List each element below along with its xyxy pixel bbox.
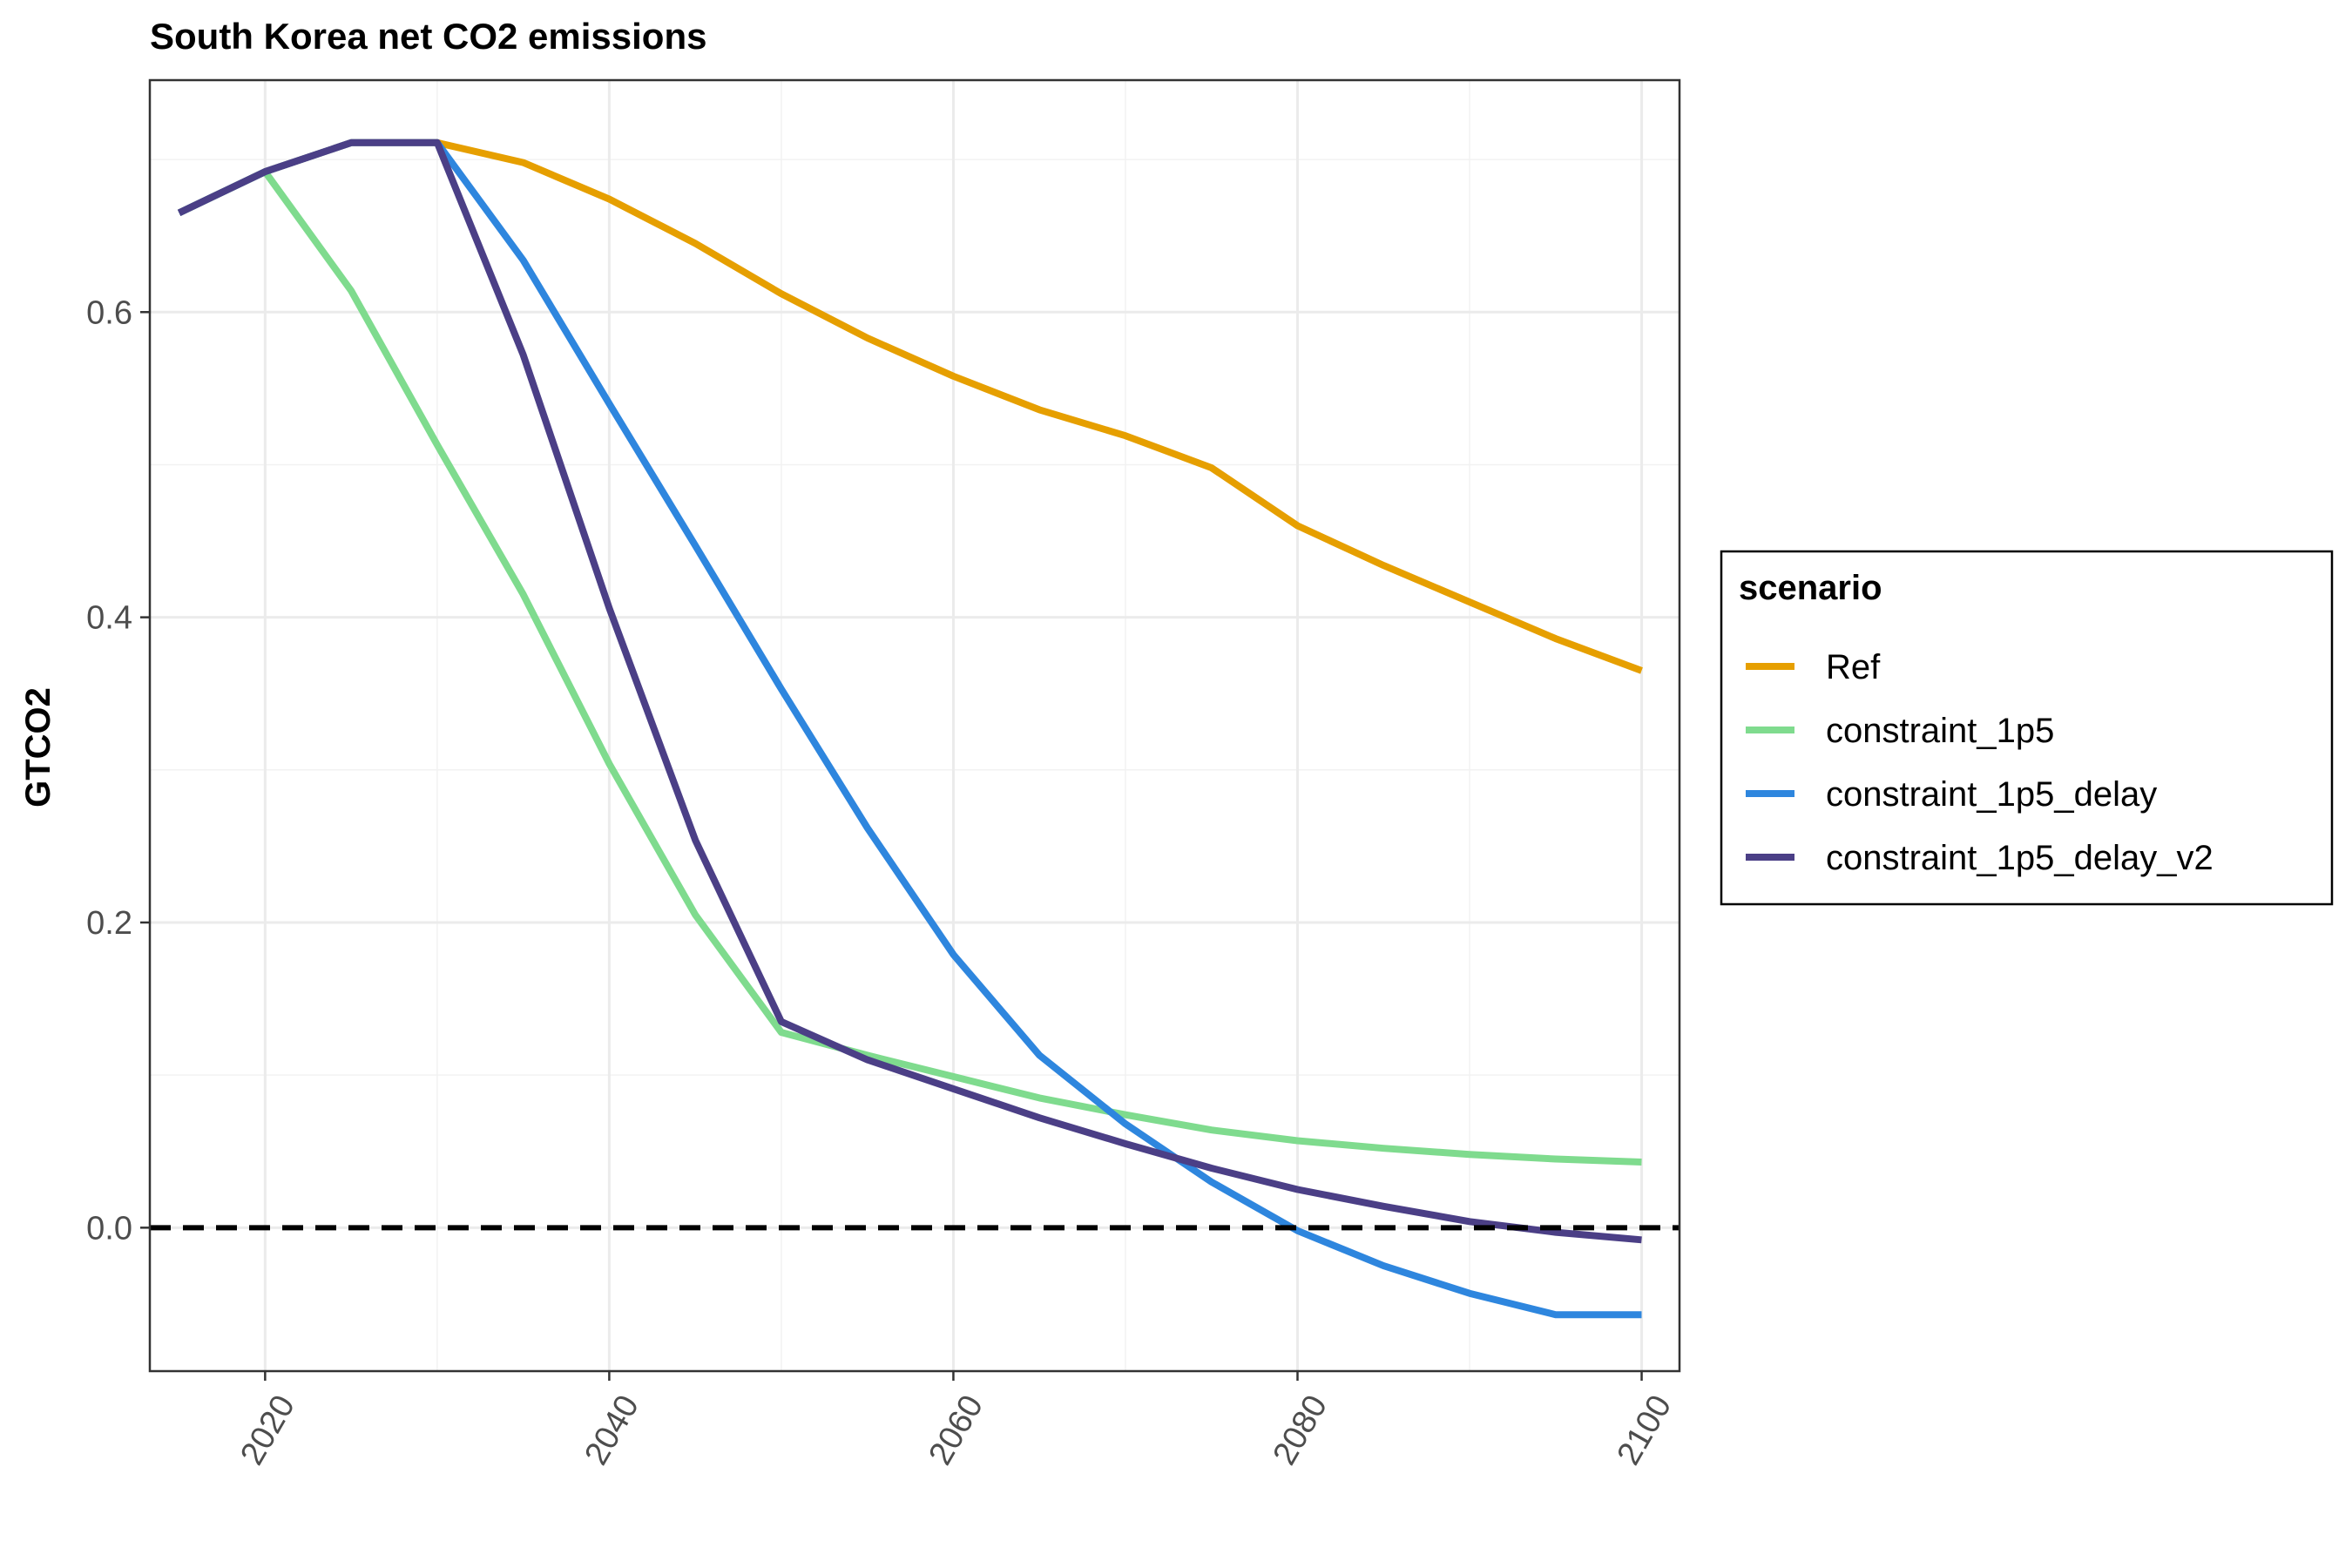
x-tick-label: 2060	[922, 1389, 990, 1471]
chart-title: South Korea net CO2 emissions	[150, 16, 706, 57]
x-tick-label: 2040	[578, 1389, 646, 1471]
y-tick-label: 0.4	[86, 600, 132, 637]
series-line-constraint-1p5-delay-v2	[177, 139, 1642, 1244]
plot-border	[148, 78, 1681, 1373]
x-tick-label: 2020	[233, 1389, 302, 1471]
legend-title: scenario	[1739, 569, 1882, 607]
legend: scenario Ref constraint_1p5 constraint_1p5_…	[1720, 550, 2334, 906]
plot-background	[150, 80, 1680, 1371]
legend-label-constraint-1p5-delay-v2: constraint_1p5_delay_v2	[1826, 839, 2213, 877]
legend-label-Ref: Ref	[1826, 648, 1881, 686]
y-tick-label: 0.2	[86, 905, 132, 942]
series-line-constraint-1p5	[177, 168, 1642, 1166]
y-tick-label: 0.0	[86, 1210, 132, 1247]
x-tick-label: 2080	[1267, 1389, 1335, 1471]
legend-label-constraint-1p5-delay: constraint_1p5_delay	[1826, 775, 2157, 814]
y-axis-label: GTCO2	[19, 687, 57, 808]
x-tick-label: 2100	[1611, 1389, 1680, 1471]
plot-area: 0.0 0.2 0.4 0.6 2020 2040 2060 2080 2100	[86, 78, 1681, 1471]
legend-label-constraint-1p5: constraint_1p5	[1826, 712, 2054, 750]
legend-box	[1720, 550, 2334, 906]
y-tick-label: 0.6	[86, 294, 132, 331]
